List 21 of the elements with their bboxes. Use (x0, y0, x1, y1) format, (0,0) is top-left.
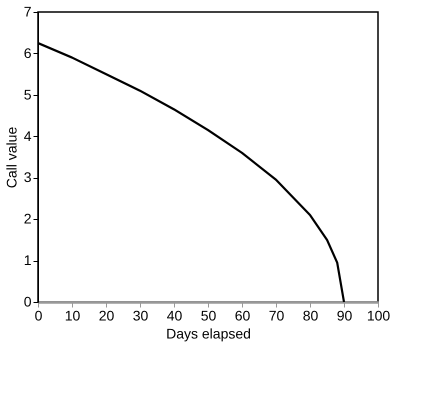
y-tick-label: 0 (24, 294, 32, 310)
x-tick-label: 100 (366, 308, 390, 324)
x-tick-label: 80 (302, 308, 318, 324)
x-tick-label: 30 (132, 308, 148, 324)
y-tick-label: 3 (24, 169, 32, 186)
x-tick-label: 10 (64, 308, 80, 324)
y-tick-label: 5 (24, 86, 32, 102)
x-tick-label: 60 (234, 308, 250, 324)
x-tick-label: 40 (166, 308, 182, 324)
y-tick-label: 1 (24, 252, 32, 268)
x-tick-label: 90 (336, 308, 352, 324)
y-axis-title: Call value (4, 126, 20, 188)
y-tick-label: 2 (24, 210, 32, 227)
x-tick-label: 0 (34, 308, 43, 324)
x-axis-title: Days elapsed (166, 326, 251, 342)
y-tick-label: 6 (24, 44, 32, 61)
y-tick-label: 4 (24, 128, 32, 144)
y-tick-label: 7 (24, 4, 32, 20)
x-tick-label: 50 (200, 308, 216, 324)
x-tick-label: 20 (98, 308, 114, 324)
x-tick-label: 70 (268, 308, 284, 324)
